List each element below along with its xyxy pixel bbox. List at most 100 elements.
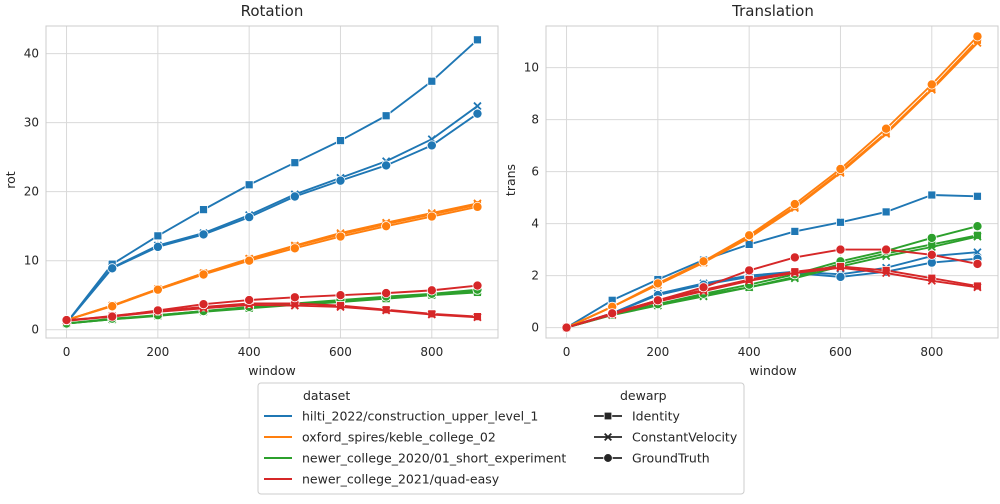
- rotation-data-point: [244, 295, 255, 306]
- legend-frame: [257, 382, 745, 495]
- translation-series-line: [566, 235, 978, 329]
- rotation-series-line: [66, 284, 478, 322]
- translation-data-point: [926, 249, 937, 260]
- translation-data-point: [881, 244, 892, 255]
- translation-series: [561, 31, 983, 333]
- translation-data-point: [973, 230, 982, 240]
- rotation-data-point: [289, 243, 300, 254]
- translation-series-line: [566, 248, 978, 329]
- translation-x-tick-label: 800: [920, 345, 943, 359]
- translation-data-point: [836, 263, 845, 272]
- rotation-data-point: [152, 241, 163, 252]
- rotation-data-point: [336, 301, 345, 310]
- rotation-data-point: [289, 292, 300, 303]
- legend-dewarp-title: dewarp: [620, 388, 667, 403]
- rotation-data-point: [381, 160, 392, 171]
- rotation-data-point: [473, 101, 482, 111]
- rotation-data-point: [426, 211, 437, 222]
- translation-series: [561, 244, 983, 333]
- rotation-grid: [46, 26, 498, 338]
- translation-x-tick-label: 400: [738, 345, 761, 359]
- translation-data-point: [744, 265, 755, 276]
- translation-series-line: [566, 225, 978, 329]
- rotation-series-line: [66, 205, 478, 321]
- legend-dataset-label: oxford_spires/keble_college_02: [302, 430, 496, 445]
- legend-entries: hilti_2022/construction_upper_level_1oxf…: [264, 409, 738, 487]
- legend-dewarp-label: GroundTruth: [632, 451, 710, 466]
- rotation-data-point: [290, 301, 299, 310]
- rotation-series: [62, 101, 482, 327]
- rotation-data-point: [244, 180, 254, 190]
- translation-y-tick-label: 10: [524, 61, 539, 75]
- translation-data-point: [789, 252, 800, 263]
- rotation-data-point: [107, 263, 118, 274]
- legend-dataset-label: hilti_2022/construction_upper_level_1: [302, 409, 538, 424]
- translation-y-tick-label: 8: [531, 113, 539, 127]
- rotation-data-point: [153, 231, 163, 241]
- rotation-series: [61, 108, 483, 328]
- legend-dataset-label: newer_college_2020/01_short_experiment: [302, 451, 566, 466]
- translation-data-point: [607, 308, 618, 319]
- translation-data-point: [745, 276, 754, 285]
- rotation-data-point: [198, 269, 209, 280]
- translation-series: [562, 35, 982, 333]
- rotation-data-point: [472, 201, 483, 212]
- rotation-series-line: [65, 39, 479, 324]
- rotation-series: [61, 201, 483, 326]
- translation-y-tick-label: 0: [531, 321, 539, 335]
- rotation-data-point: [290, 158, 300, 168]
- legend-dewarp-marker: [603, 453, 613, 463]
- rotation-data-point: [107, 301, 118, 312]
- translation-data-point: [698, 256, 709, 267]
- translation-y-tick-label: 4: [531, 217, 539, 231]
- rotation-data-point: [427, 76, 437, 86]
- rotation-data-point: [107, 311, 118, 322]
- rotation-data-point: [152, 284, 163, 295]
- translation-series: [562, 38, 982, 332]
- translation-data-point: [789, 199, 800, 210]
- translation-data-point: [561, 322, 572, 333]
- translation-data-point: [881, 265, 891, 275]
- translation-data-point: [973, 283, 982, 292]
- rotation-data-point: [244, 212, 255, 223]
- legend-dewarp-marker: [604, 433, 612, 441]
- translation-series: [562, 230, 982, 333]
- rotation-data-point: [335, 290, 346, 301]
- translation-data-point: [972, 31, 983, 42]
- translation-data-point: [698, 282, 709, 293]
- rotation-y-axis-label: rot: [3, 171, 18, 189]
- translation-grid: [546, 26, 998, 338]
- rotation-data-point: [473, 313, 482, 322]
- translation-data-point: [927, 273, 937, 283]
- rotation-y-tick-label: 20: [24, 185, 39, 199]
- rotation-panel: Rotation window rot 0 200 400 600 800 0 10 20 30…: [3, 2, 499, 378]
- translation-data-point: [835, 163, 846, 174]
- translation-data-point: [790, 267, 800, 277]
- translation-y-tick-label: 2: [531, 269, 539, 283]
- rotation-x-tick-label: 600: [329, 345, 352, 359]
- translation-data-point: [927, 190, 937, 200]
- translation-panel: Translation window trans 0 200 400 600 800 0 2…: [503, 2, 999, 378]
- translation-data-point: [927, 242, 936, 252]
- rotation-plot-frame: [45, 25, 499, 339]
- legend-dewarp-label: ConstantVelocity: [632, 430, 738, 445]
- rotation-ticks: 0 200 400 600 800 0 10 20 30 40: [24, 47, 444, 359]
- rotation-data-point: [61, 315, 72, 326]
- rotation-data-point: [289, 191, 300, 202]
- translation-series-line: [566, 42, 979, 329]
- translation-data-point: [836, 217, 845, 227]
- rotation-data-point: [335, 175, 346, 186]
- rotation-data-point: [426, 285, 437, 296]
- rotation-data-point: [152, 305, 163, 316]
- rotation-data-point: [427, 310, 436, 319]
- rotation-series: [61, 280, 483, 326]
- translation-data-point: [973, 191, 982, 201]
- translation-x-tick-label: 200: [646, 345, 669, 359]
- translation-plot-frame: [545, 25, 999, 339]
- translation-y-tick-label: 6: [531, 165, 539, 179]
- rotation-x-tick-label: 0: [63, 345, 71, 359]
- rotation-data-point: [336, 302, 345, 312]
- translation-series-line: [566, 266, 978, 329]
- translation-data-point: [790, 268, 799, 278]
